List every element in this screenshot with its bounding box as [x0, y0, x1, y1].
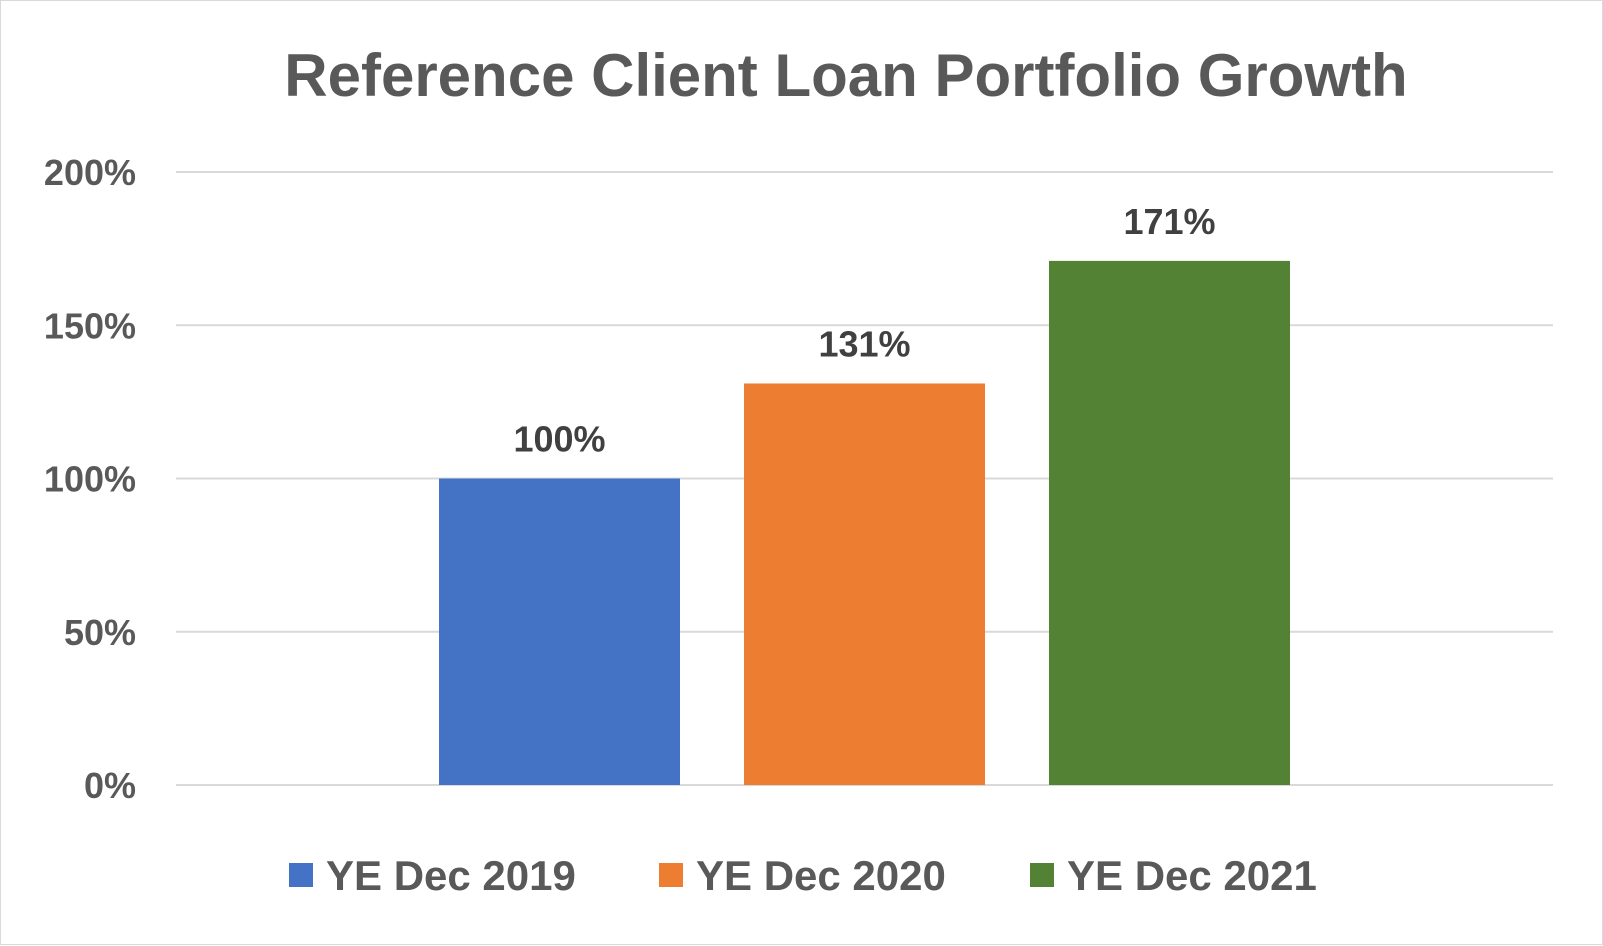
legend-label: YE Dec 2021 [1067, 852, 1317, 899]
bar [744, 383, 985, 785]
y-tick-label: 50% [64, 612, 136, 653]
bars [439, 260, 1290, 785]
data-label: 100% [513, 419, 605, 460]
legend-label: YE Dec 2019 [326, 852, 576, 899]
data-labels: 100% 131% 171% [513, 201, 1215, 460]
y-axis-ticks: 0% 50% 100% 150% 200% [44, 152, 136, 806]
data-label: 131% [818, 323, 910, 364]
legend-swatch [289, 863, 313, 887]
legend-swatch [1030, 863, 1054, 887]
bar [1049, 260, 1290, 785]
chart-title: Reference Client Loan Portfolio Growth [284, 42, 1407, 109]
legend-swatch [659, 863, 683, 887]
legend: YE Dec 2019 YE Dec 2020 YE Dec 2021 [289, 852, 1317, 899]
bar [439, 478, 680, 785]
legend-label: YE Dec 2020 [696, 852, 946, 899]
y-tick-label: 200% [44, 152, 136, 193]
data-label: 171% [1123, 201, 1215, 242]
y-tick-label: 100% [44, 459, 136, 500]
y-tick-label: 0% [84, 765, 136, 806]
y-tick-label: 150% [44, 305, 136, 346]
